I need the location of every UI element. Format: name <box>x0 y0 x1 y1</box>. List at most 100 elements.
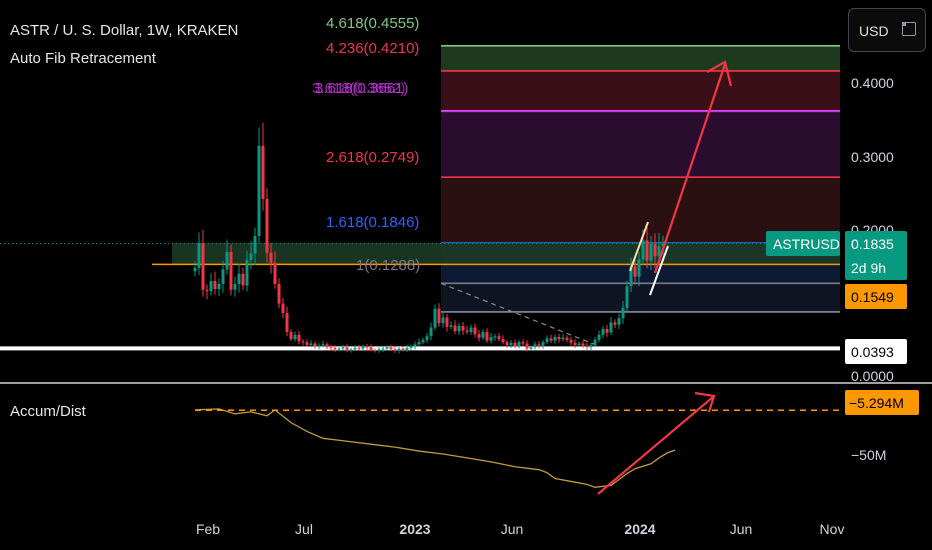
price-tick: 0.0000 <box>851 368 894 384</box>
candle-body <box>589 345 593 348</box>
orange-tag: 0.1549 <box>851 289 894 305</box>
symbol-title[interactable]: ASTR / U. S. Dollar, 1W, KRAKEN <box>10 22 239 39</box>
candle-body <box>441 317 445 324</box>
arrow-ad-head <box>694 391 716 413</box>
trend-line <box>440 282 599 347</box>
candle-body <box>477 334 481 338</box>
time-tick: 2023 <box>399 521 430 537</box>
fib-labels: 4.618(0.4555) 4.236(0.4210) 3.618(0.3652)3… <box>312 15 420 274</box>
candle-body <box>597 334 601 340</box>
candle-body <box>425 336 429 340</box>
candle-body <box>385 347 389 349</box>
candle-body <box>333 347 337 350</box>
orange-tag-bg <box>845 284 907 309</box>
candle-body <box>545 338 549 343</box>
fib-zone-3 <box>441 111 840 178</box>
candle-body <box>361 346 365 349</box>
candle-body <box>349 349 353 351</box>
fib-label-0: 4.618(0.4555) <box>326 15 419 32</box>
candle-body <box>305 342 309 346</box>
candle-body <box>529 347 533 349</box>
currency-button[interactable]: USD <box>848 8 926 52</box>
candle-body <box>341 347 345 349</box>
arrow-ad-shaft <box>597 396 714 495</box>
candle-body <box>253 235 257 254</box>
candle-body <box>489 337 493 341</box>
arrow-price-shaft <box>653 63 727 274</box>
candle-body <box>213 281 217 290</box>
ad-tag-bg <box>845 390 919 415</box>
time-tick: Nov <box>820 521 845 537</box>
candle-body <box>201 243 205 290</box>
time-tick: Feb <box>196 521 220 537</box>
candle-body <box>565 337 569 340</box>
candle-body <box>417 342 421 345</box>
candle-body <box>557 337 561 340</box>
candle-body <box>609 322 613 333</box>
candle-body <box>633 266 637 277</box>
candle-body <box>309 343 313 346</box>
candle-body <box>397 348 401 351</box>
accum-dist-line <box>194 408 840 488</box>
candle-body <box>561 337 565 340</box>
candle-body <box>297 334 301 342</box>
candle-body <box>661 243 665 247</box>
last-price-tag-bg <box>845 231 907 280</box>
candle-body <box>617 318 621 325</box>
candle-body <box>521 342 525 344</box>
candle-body <box>301 341 305 343</box>
candle-body <box>497 336 501 340</box>
candle-body <box>509 342 513 346</box>
candle-body <box>241 273 245 286</box>
fib-label-4: 2.618(0.2749) <box>326 149 419 166</box>
indicator-title[interactable]: Auto Fib Retracement <box>10 50 156 67</box>
candle-body <box>429 327 433 337</box>
candle-body <box>469 327 473 332</box>
candle-body <box>269 252 273 263</box>
candle-body <box>293 334 297 340</box>
candle-body <box>653 243 657 257</box>
candle-body <box>413 344 417 347</box>
white-tag: 0.0393 <box>851 344 894 360</box>
candle-body <box>621 307 625 319</box>
fib-label-3: 3.618(0.3661) <box>315 80 408 97</box>
candle-body <box>401 348 405 351</box>
candle-body <box>625 286 629 308</box>
candle-body <box>457 326 461 332</box>
candle-body <box>205 289 209 292</box>
candle-body <box>501 339 505 343</box>
candle-body <box>221 269 225 284</box>
fib-label-5: 1.618(0.1846) <box>326 214 419 231</box>
candle-body <box>601 329 605 335</box>
candle-body <box>453 325 457 332</box>
candle-body <box>593 339 597 346</box>
candle-body <box>513 342 517 347</box>
candle-body <box>629 266 633 287</box>
candle-body <box>249 253 253 260</box>
candle-body <box>345 347 349 351</box>
candle-body <box>217 283 221 290</box>
candle-body <box>485 331 489 341</box>
channel-upper <box>629 221 649 272</box>
candle-body <box>541 342 545 346</box>
candle-body <box>273 262 277 284</box>
candle-body <box>537 344 541 346</box>
fib-zone-6 <box>441 283 840 312</box>
candle-body <box>389 347 393 350</box>
price-tick: 0.4000 <box>851 75 894 91</box>
time-tick: Jun <box>501 521 524 537</box>
candle-body <box>577 343 581 346</box>
candle-body <box>405 347 409 351</box>
candle-body <box>257 145 261 236</box>
candle-body <box>641 240 645 260</box>
candle-body <box>445 317 449 327</box>
symbol-tag-bg <box>766 231 840 256</box>
candles <box>193 122 665 354</box>
candle-body <box>265 198 269 253</box>
accum-dist-label[interactable]: Accum/Dist <box>10 403 86 420</box>
candle-body <box>277 283 281 304</box>
white-tag-bg <box>845 339 907 364</box>
candle-body <box>289 331 293 340</box>
candle-body <box>649 243 653 261</box>
